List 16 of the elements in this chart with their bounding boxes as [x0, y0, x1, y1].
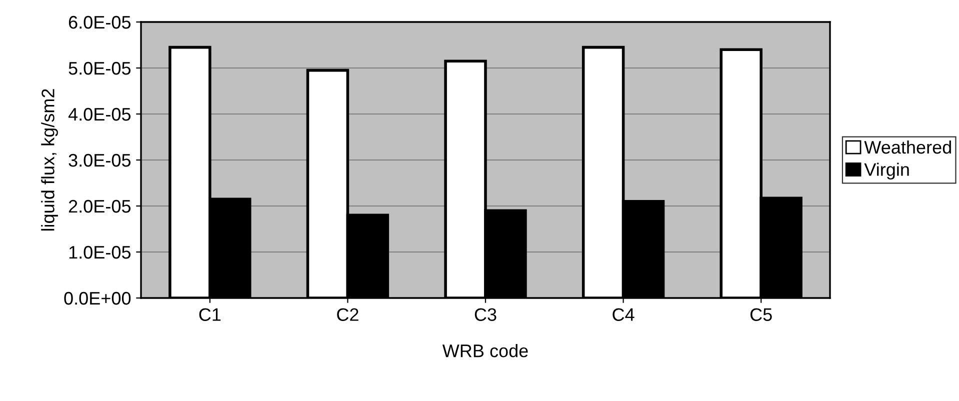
y-tick-label: 4.0E-05 [68, 108, 131, 121]
y-axis-title: liquid flux, kg/sm2 [41, 89, 58, 231]
x-tick-label: C3 [474, 308, 496, 321]
x-tick-label: C4 [612, 308, 634, 321]
x-tick-label: C5 [750, 308, 772, 321]
y-tick-label: 5.0E-05 [68, 62, 131, 75]
x-tick-label: C2 [337, 308, 358, 321]
y-tick-label: 3.0E-05 [68, 154, 131, 167]
y-tick-label: 0.0E+00 [64, 292, 131, 305]
legend-label: Weathered [864, 140, 951, 154]
y-tick-label: 1.0E-05 [69, 246, 131, 259]
legend-label: Virgin [864, 162, 909, 180]
x-tick-label: C1 [199, 308, 221, 321]
y-tick-label: 6.0E-05 [68, 16, 131, 29]
y-tick-label: 2.0E-05 [68, 200, 131, 213]
x-axis-title: WRB code [442, 344, 528, 358]
